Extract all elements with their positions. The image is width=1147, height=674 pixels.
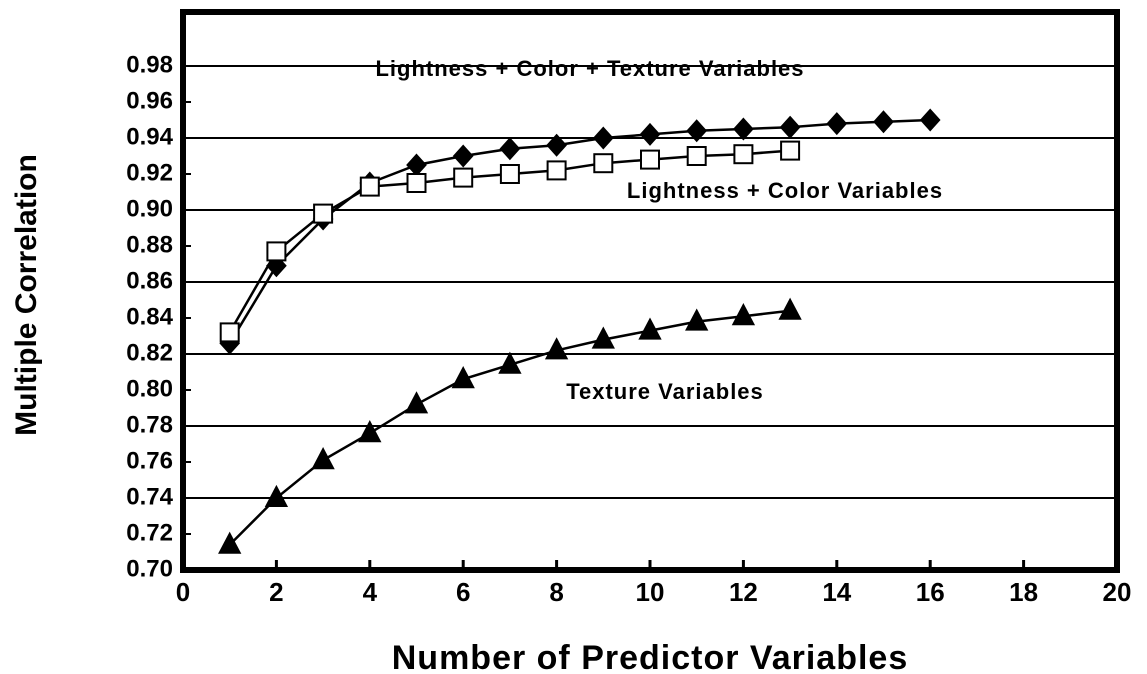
series-label: Lightness + Color + Texture Variables xyxy=(375,56,804,81)
point xyxy=(452,144,474,168)
series-label: Texture Variables xyxy=(566,379,764,404)
y-tick-label: 0.86 xyxy=(126,267,173,294)
point xyxy=(404,391,429,414)
y-tick-label: 0.88 xyxy=(126,231,173,258)
point xyxy=(826,112,848,136)
point xyxy=(733,117,754,141)
point xyxy=(546,160,567,181)
point xyxy=(686,146,707,166)
x-tick-label: 2 xyxy=(269,577,283,607)
point xyxy=(406,173,427,193)
point xyxy=(359,176,380,197)
x-tick-label: 10 xyxy=(636,577,665,607)
series-line xyxy=(228,309,791,546)
y-tick-label: 0.72 xyxy=(126,519,173,546)
point xyxy=(638,317,662,340)
point xyxy=(546,133,567,157)
point xyxy=(731,303,756,326)
plot-frame xyxy=(180,9,1120,573)
point xyxy=(358,420,382,443)
y-tick-label: 0.84 xyxy=(126,303,173,330)
x-tick-label: 8 xyxy=(549,577,563,607)
point xyxy=(218,531,242,554)
x-axis-label: Number of Predictor Variables xyxy=(392,639,909,674)
point xyxy=(219,322,240,343)
point xyxy=(685,308,709,331)
point xyxy=(266,241,287,262)
point xyxy=(453,167,474,188)
point xyxy=(313,203,334,224)
y-tick-label: 0.82 xyxy=(126,339,173,366)
x-tick-label: 14 xyxy=(822,577,851,607)
point xyxy=(264,484,289,507)
x-tick-label: 20 xyxy=(1103,577,1132,607)
y-tick-label: 0.94 xyxy=(126,123,173,150)
x-tick-label: 4 xyxy=(363,577,378,607)
point xyxy=(733,144,754,165)
point xyxy=(640,149,660,170)
y-axis-label: Multiple Correlation xyxy=(10,154,43,436)
series-label: Lightness + Color Variables xyxy=(627,178,943,203)
x-tick-label: 0 xyxy=(176,577,190,607)
y-tick-label: 0.90 xyxy=(126,195,173,222)
point xyxy=(451,366,475,389)
point xyxy=(778,297,802,320)
y-tick-label: 0.96 xyxy=(126,87,173,114)
x-tick-label: 6 xyxy=(456,577,470,607)
point xyxy=(779,115,801,139)
point xyxy=(499,164,520,184)
x-tick-label: 18 xyxy=(1009,577,1038,607)
point xyxy=(639,122,661,146)
y-tick-label: 0.76 xyxy=(126,447,173,474)
y-tick-label: 0.92 xyxy=(126,159,173,186)
point xyxy=(592,126,614,150)
point xyxy=(311,447,335,470)
point xyxy=(498,351,522,374)
point xyxy=(780,140,801,161)
point xyxy=(593,153,614,174)
point xyxy=(499,137,521,161)
x-tick-label: 16 xyxy=(916,577,945,607)
point xyxy=(544,337,569,360)
y-tick-label: 0.78 xyxy=(126,411,173,438)
point xyxy=(591,326,615,349)
y-tick-label: 0.74 xyxy=(126,483,173,510)
point xyxy=(919,108,941,132)
point xyxy=(406,153,427,177)
x-tick-label: 12 xyxy=(729,577,758,607)
point xyxy=(873,110,894,134)
y-tick-label: 0.80 xyxy=(126,375,173,402)
series-line xyxy=(228,118,931,344)
y-tick-label: 0.70 xyxy=(126,555,173,582)
y-tick-label: 0.98 xyxy=(126,51,173,78)
point xyxy=(686,119,708,143)
